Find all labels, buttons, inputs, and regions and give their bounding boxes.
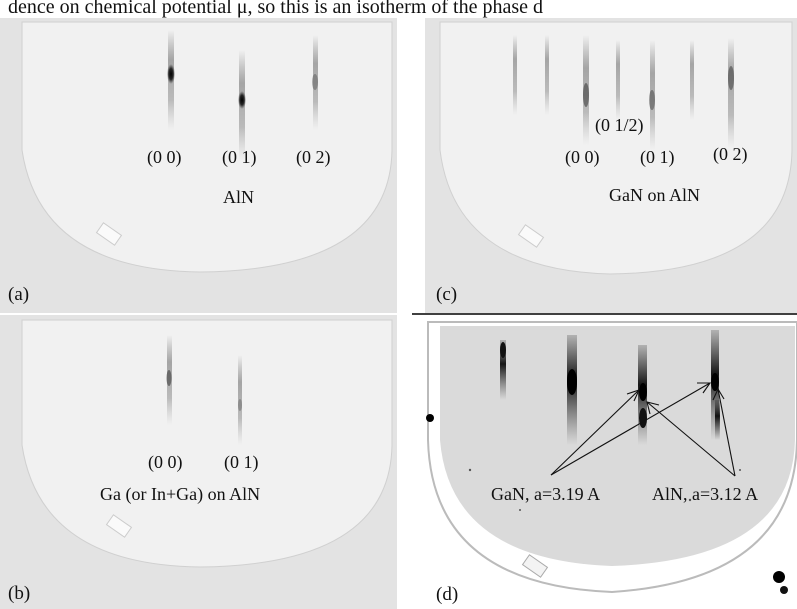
streak-02 xyxy=(313,35,318,130)
panel-label-d: (d) xyxy=(436,584,458,605)
caption-a: AlN xyxy=(223,187,254,207)
label-c-01: (0 1) xyxy=(640,147,675,168)
caption-fragment: dence on chemical potential μ, so this i… xyxy=(8,0,543,18)
panel-label-c: (c) xyxy=(436,284,457,305)
caption-c: GaN on AlN xyxy=(609,185,700,205)
panel-c: (0 1/2) (0 0) (0 1) (0 2) GaN on AlN (c) xyxy=(425,18,797,313)
label-a-02: (0 2) xyxy=(296,147,331,168)
panel-label-a: (a) xyxy=(8,284,29,305)
panel-label-b: (b) xyxy=(8,583,30,604)
annotation-aln: AlN, a=3.12 A xyxy=(652,484,758,504)
label-b-00: (0 0) xyxy=(148,452,183,473)
label-c-02: (0 2) xyxy=(713,144,748,165)
label-a-00: (0 0) xyxy=(147,147,182,168)
label-a-01: (0 1) xyxy=(222,147,257,168)
label-b-01: (0 1) xyxy=(224,452,259,473)
panel-b: (0 0) (0 1) Ga (or In+Ga) on AlN (b) xyxy=(0,315,397,609)
caption-b: Ga (or In+Ga) on AlN xyxy=(100,484,260,505)
annotation-gan: GaN, a=3.19 A xyxy=(491,484,600,504)
label-c-00: (0 0) xyxy=(565,147,600,168)
panel-a: (0 0) (0 1) (0 2) AlN (a) xyxy=(0,18,397,313)
panel-d: GaN, a=3.19 A AlN, a=3.12 A (d) xyxy=(415,318,797,609)
label-c-half: (0 1/2) xyxy=(595,115,644,136)
